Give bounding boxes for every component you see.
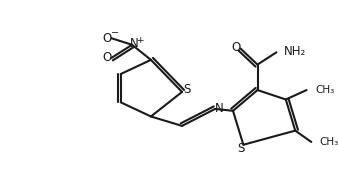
Text: O: O bbox=[102, 52, 111, 64]
Text: +: + bbox=[136, 35, 143, 45]
Text: CH₃: CH₃ bbox=[320, 137, 338, 147]
Text: −: − bbox=[111, 28, 119, 38]
Text: N: N bbox=[215, 102, 223, 115]
Text: O: O bbox=[102, 32, 111, 45]
Text: CH₃: CH₃ bbox=[315, 85, 334, 95]
Text: N: N bbox=[129, 37, 138, 50]
Text: NH₂: NH₂ bbox=[284, 45, 306, 58]
Text: S: S bbox=[183, 83, 190, 96]
Text: O: O bbox=[231, 41, 240, 54]
Text: S: S bbox=[237, 142, 244, 155]
